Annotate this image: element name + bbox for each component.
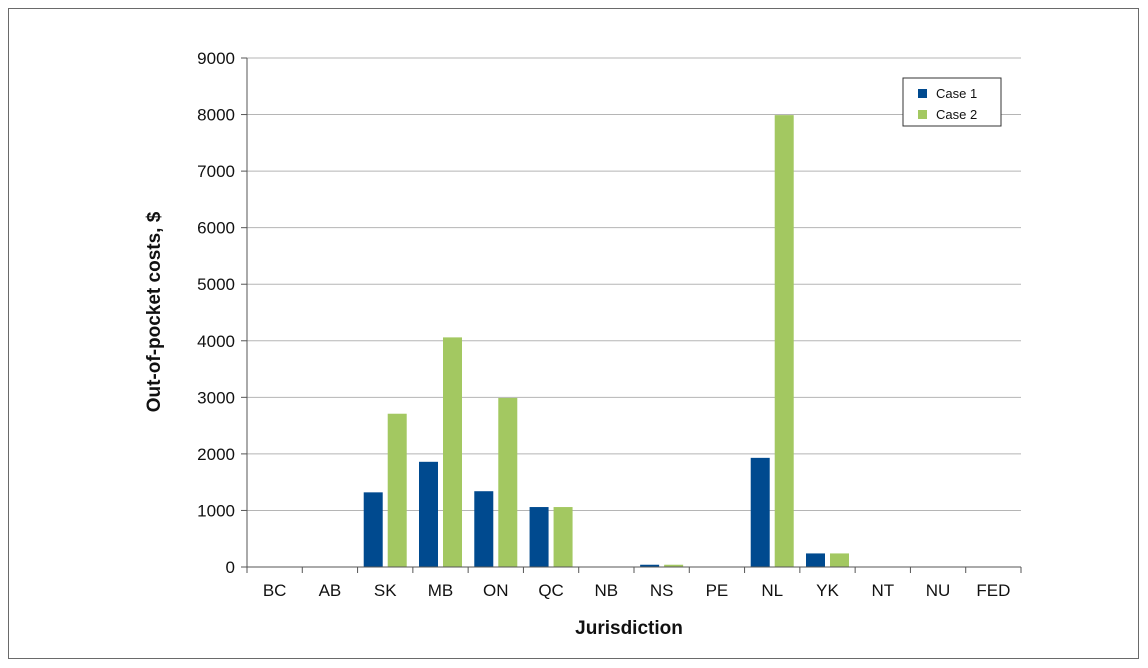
x-tick-label: NL bbox=[761, 581, 783, 600]
x-tick-label: NB bbox=[595, 581, 619, 600]
x-tick-label: ON bbox=[483, 581, 509, 600]
x-tick-label: QC bbox=[538, 581, 564, 600]
y-tick-label: 0 bbox=[226, 558, 235, 577]
y-tick-label: 9000 bbox=[197, 49, 235, 68]
x-tick-label: BC bbox=[263, 581, 287, 600]
bar-case-2-yk bbox=[830, 553, 849, 567]
y-axis-title: Out-of-pocket costs, $ bbox=[144, 211, 165, 412]
legend-swatch-case-2 bbox=[918, 110, 927, 119]
y-tick-label: 1000 bbox=[197, 501, 235, 520]
y-tick-label: 2000 bbox=[197, 445, 235, 464]
axes bbox=[241, 57, 1022, 573]
y-tick-label: 3000 bbox=[197, 388, 235, 407]
y-tick-labels: 0 1000 2000 3000 4000 5000 6000 7000 8000 9000 bbox=[197, 49, 235, 577]
x-tick-label: MB bbox=[428, 581, 454, 600]
x-tick-label: NU bbox=[926, 581, 951, 600]
bars-group bbox=[363, 115, 849, 568]
bar-case-2-mb bbox=[443, 337, 462, 567]
bar-case-1-yk bbox=[806, 553, 825, 567]
x-tick-label: FED bbox=[976, 581, 1010, 600]
x-tick-label: PE bbox=[706, 581, 729, 600]
bar-case-2-on bbox=[498, 397, 518, 567]
bar-case-1-mb bbox=[419, 461, 438, 567]
y-tick-label: 4000 bbox=[197, 332, 235, 351]
bar-case-1-qc bbox=[529, 507, 549, 567]
legend-label-case-1: Case 1 bbox=[936, 86, 977, 101]
bar-case-1-on bbox=[474, 491, 494, 567]
legend-label-case-2: Case 2 bbox=[936, 107, 977, 122]
x-axis-title: Jurisdiction bbox=[575, 618, 683, 639]
bar-case-2-qc bbox=[553, 507, 573, 567]
bar-case-2-ns bbox=[664, 564, 684, 567]
x-tick-label: AB bbox=[319, 581, 342, 600]
bar-case-1-sk bbox=[363, 492, 383, 567]
legend: Case 1 Case 2 bbox=[902, 77, 1002, 127]
bar-case-2-sk bbox=[387, 413, 407, 567]
y-tick-label: 5000 bbox=[197, 275, 235, 294]
bar-case-1-ns bbox=[640, 564, 660, 567]
x-tick-label: SK bbox=[374, 581, 397, 600]
x-tick-label: NT bbox=[871, 581, 894, 600]
legend-swatch-case-1 bbox=[918, 89, 927, 98]
y-tick-label: 8000 bbox=[197, 106, 235, 125]
bar-case-1-nl bbox=[750, 457, 770, 567]
bar-case-2-nl bbox=[774, 115, 794, 568]
x-tick-label: NS bbox=[650, 581, 674, 600]
x-tick-label: YK bbox=[816, 581, 839, 600]
y-tick-label: 6000 bbox=[197, 219, 235, 238]
y-tick-label: 7000 bbox=[197, 162, 235, 181]
x-tick-labels: BC AB SK MB ON QC NB NS PE NL YK NT NU FED bbox=[263, 581, 1011, 600]
